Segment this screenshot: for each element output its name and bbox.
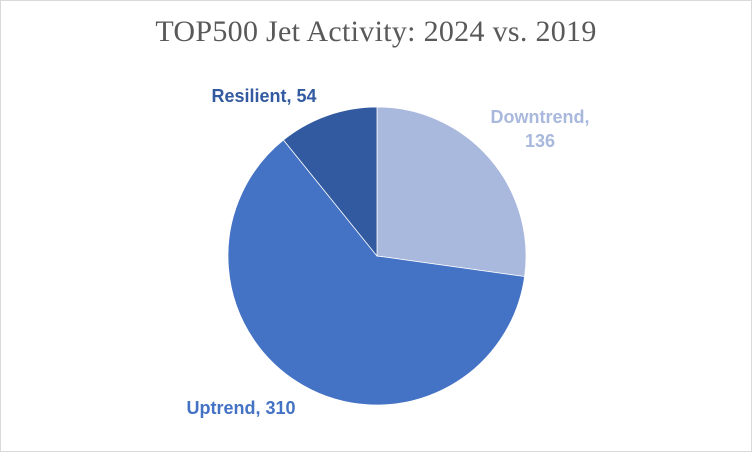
data-label-resilient: Resilient, 54 — [211, 86, 317, 106]
slice-resilient — [282, 106, 378, 258]
data-label-downtrend: Downtrend, 136 — [490, 107, 590, 151]
slice-uptrend — [227, 139, 526, 406]
data-label-uptrend: Uptrend, 310 — [186, 398, 296, 418]
slice-downtrend — [376, 106, 527, 277]
chart-title: TOP500 Jet Activity: 2024 vs. 2019 — [155, 15, 597, 48]
